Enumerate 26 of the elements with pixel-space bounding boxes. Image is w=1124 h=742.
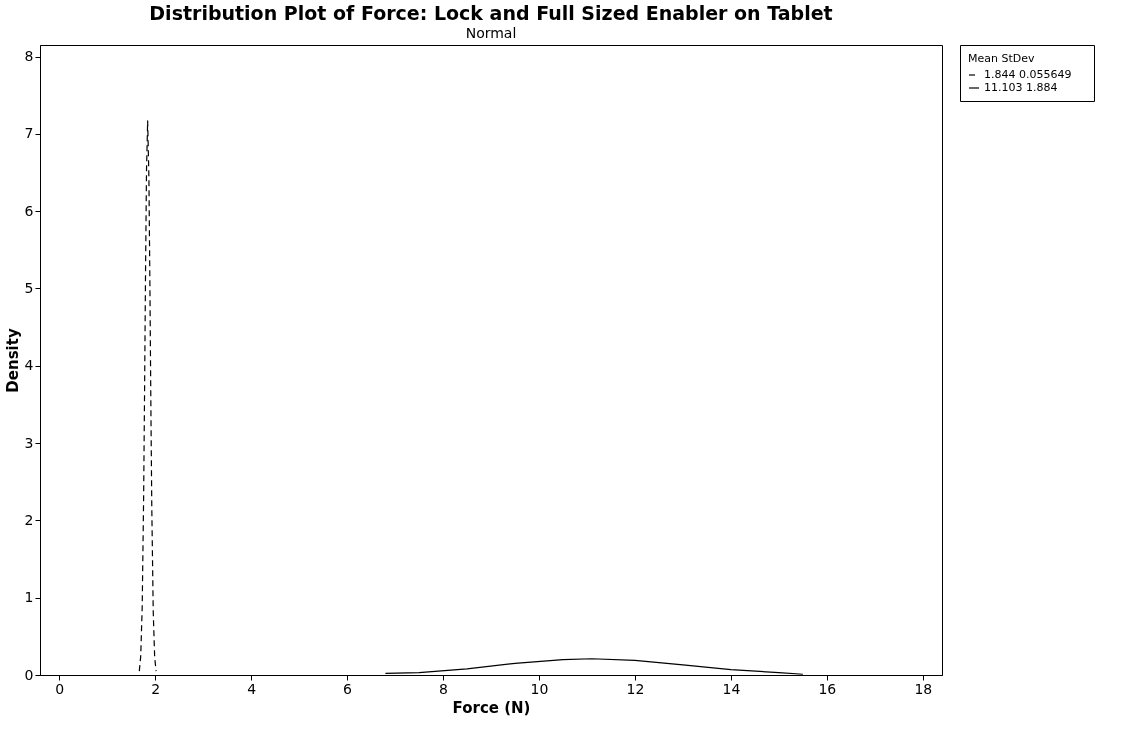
x-tick-label: 16 bbox=[818, 680, 837, 697]
x-tick-label: 0 bbox=[55, 680, 65, 697]
x-tick-label: 10 bbox=[530, 680, 549, 697]
y-tick-label: 6 bbox=[24, 202, 34, 219]
x-tick-label: 4 bbox=[247, 680, 257, 697]
y-tick-label: 7 bbox=[24, 125, 34, 142]
x-tick-label: 12 bbox=[626, 680, 645, 697]
y-tick-label: 3 bbox=[24, 434, 34, 451]
x-tick-label: 14 bbox=[722, 680, 741, 697]
x-tick-label: 2 bbox=[151, 680, 161, 697]
legend-title: Mean StDev bbox=[968, 52, 1035, 65]
chart-subtitle: Normal bbox=[465, 25, 517, 41]
y-tick-label: 2 bbox=[24, 511, 34, 528]
legend-label: 11.103 1.884 bbox=[984, 81, 1058, 94]
chart-title: Distribution Plot of Force: Lock and Full Sized Enabler on Tablet bbox=[149, 2, 833, 24]
x-tick-label: 8 bbox=[439, 680, 448, 697]
y-tick-label: 4 bbox=[24, 357, 34, 374]
legend-label: 1.844 0.055649 bbox=[984, 68, 1072, 81]
y-tick-label: 1 bbox=[24, 589, 34, 606]
y-tick-label: 8 bbox=[24, 48, 34, 65]
y-tick-label: 0 bbox=[24, 666, 34, 683]
x-tick-label: 6 bbox=[343, 680, 353, 697]
x-axis-title: Force (N) bbox=[452, 698, 531, 717]
y-tick-label: 5 bbox=[24, 280, 34, 296]
y-axis-title: Density bbox=[3, 328, 22, 393]
x-tick-label: 18 bbox=[914, 680, 933, 697]
